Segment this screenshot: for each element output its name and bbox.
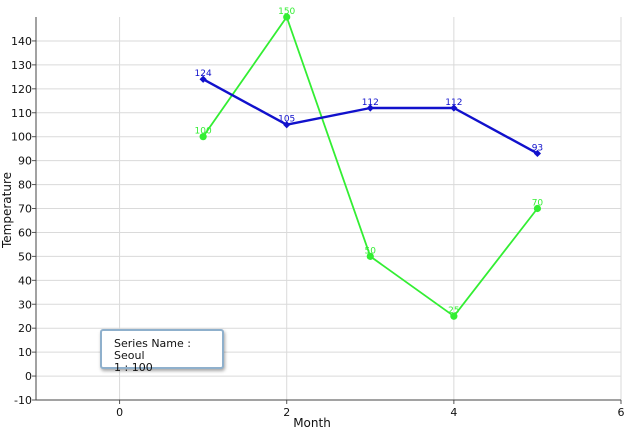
x-axis-label: Month — [293, 416, 331, 430]
data-label: 112 — [445, 98, 462, 108]
y-tick-label: 60 — [18, 226, 32, 239]
y-tick-label: 70 — [18, 203, 32, 216]
series-tooltip: Series Name : Seoul 1 : 100 — [100, 329, 224, 369]
y-tick-label: 130 — [11, 59, 32, 72]
tooltip-series-name: Series Name : Seoul — [114, 338, 222, 362]
data-label: 150 — [278, 7, 295, 17]
x-tick-label: 2 — [283, 406, 290, 419]
data-label: 25 — [448, 306, 459, 316]
x-tick-label: 4 — [450, 406, 457, 419]
x-tick-label: 0 — [116, 406, 123, 419]
y-tick-label: -10 — [14, 394, 32, 407]
y-tick-label: 0 — [25, 370, 32, 383]
y-tick-label: 50 — [18, 250, 32, 263]
data-label: 93 — [532, 143, 543, 153]
y-tick-label: 140 — [11, 35, 32, 48]
data-label: 112 — [362, 98, 379, 108]
series-line-1 — [203, 17, 537, 316]
data-label: 50 — [365, 246, 377, 256]
y-tick-label: 30 — [18, 298, 32, 311]
data-label: 124 — [195, 69, 212, 79]
y-tick-label: 80 — [18, 179, 32, 192]
x-tick-label: 6 — [618, 406, 624, 419]
data-labels: 100 150 50 25 70 124 105 112 112 93 — [195, 7, 544, 316]
data-label: 70 — [532, 199, 544, 209]
series-line-2 — [203, 79, 537, 153]
tooltip-point-value: 1 : 100 — [114, 362, 222, 374]
y-tick-label: 40 — [18, 274, 32, 287]
y-tick-label: 110 — [11, 107, 32, 120]
data-label: 105 — [278, 115, 295, 125]
y-tick-label: 10 — [18, 346, 32, 359]
y-axis-label: Temperature — [0, 172, 14, 249]
y-tick-label: 90 — [18, 155, 32, 168]
series-layer — [200, 13, 541, 319]
y-tick-label: 20 — [18, 322, 32, 335]
y-tick-label: 120 — [11, 83, 32, 96]
data-label: 100 — [195, 127, 212, 137]
y-tick-label: 100 — [11, 131, 32, 144]
